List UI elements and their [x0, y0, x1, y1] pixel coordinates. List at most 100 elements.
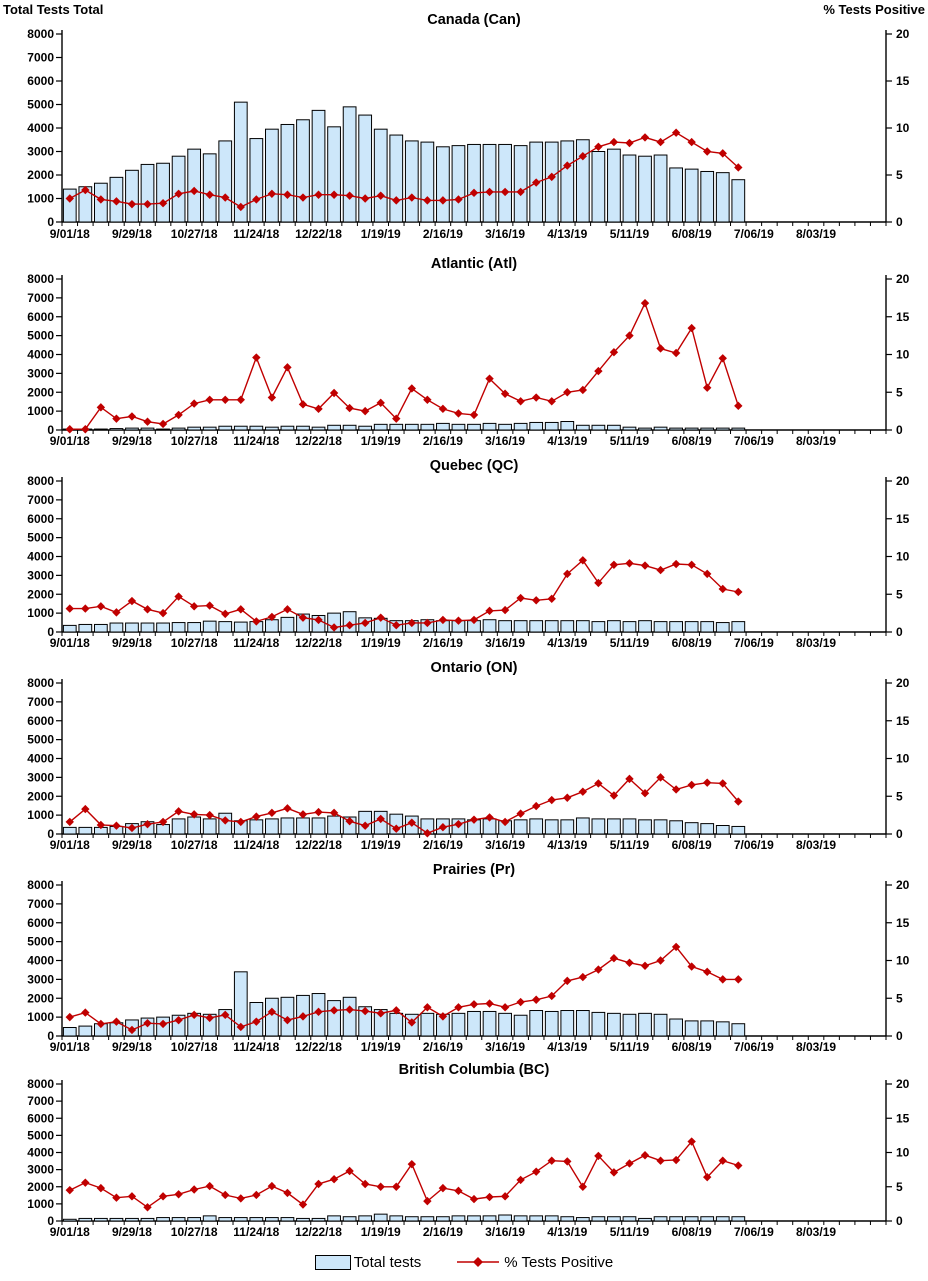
svg-text:1000: 1000 [27, 192, 54, 206]
bar [62, 188, 77, 223]
line-marker [96, 403, 106, 412]
svg-text:20: 20 [896, 1077, 910, 1091]
line-marker [454, 195, 463, 204]
bar [700, 170, 715, 223]
y-axis-left: 0 1000 2000 3000 4000 5000 6000 7000 8000 [27, 272, 62, 437]
bar [171, 427, 186, 431]
line-marker [671, 348, 681, 358]
bar [233, 971, 248, 1037]
legend-item-total-tests: Total tests [314, 1254, 421, 1271]
line-marker [81, 604, 90, 613]
line-marker [376, 191, 385, 200]
bars-series-total-tests [62, 971, 746, 1037]
bar [187, 1217, 202, 1222]
svg-text:5000: 5000 [27, 98, 54, 112]
line-marker [609, 137, 619, 147]
bar [731, 825, 746, 835]
svg-text:15: 15 [896, 1111, 910, 1125]
line-marker [734, 1161, 743, 1170]
svg-text:6000: 6000 [27, 916, 54, 930]
svg-text:8000: 8000 [27, 1077, 54, 1091]
bar [513, 1014, 528, 1037]
line-marker [407, 193, 417, 202]
bar [265, 818, 279, 835]
line-marker [609, 791, 619, 800]
svg-text:6000: 6000 [27, 74, 54, 88]
line-marker [189, 399, 199, 408]
line-marker [687, 323, 696, 333]
svg-text:12/22/18: 12/22/18 [295, 1225, 342, 1239]
bar [591, 1216, 606, 1222]
line-marker [734, 975, 743, 984]
line-marker [423, 618, 432, 628]
line-marker [625, 1159, 634, 1168]
bar [218, 425, 233, 431]
line-marker [609, 954, 619, 963]
svg-text:10: 10 [896, 550, 910, 564]
line-marker [205, 395, 214, 404]
svg-text:10/27/18: 10/27/18 [171, 1225, 218, 1239]
svg-text:7/06/19: 7/06/19 [734, 227, 774, 241]
bar [327, 126, 341, 223]
bar [249, 138, 264, 223]
bar [389, 1215, 404, 1222]
bar [78, 826, 93, 835]
line-marker [360, 406, 370, 416]
bar [93, 623, 108, 633]
line-marker [298, 810, 308, 819]
line-marker [703, 778, 712, 787]
bar [607, 818, 621, 835]
svg-text:8/03/19: 8/03/19 [796, 1040, 836, 1054]
line-marker [531, 995, 541, 1004]
bar [389, 134, 404, 223]
line-marker [283, 190, 292, 199]
line-marker [734, 163, 743, 172]
line-marker [563, 161, 572, 170]
bar [436, 1216, 450, 1222]
line-marker [174, 1190, 183, 1199]
bar [684, 621, 699, 633]
svg-text:8/03/19: 8/03/19 [796, 838, 836, 852]
bar [591, 818, 606, 835]
line-marker [656, 773, 665, 782]
line-marker [252, 195, 261, 204]
line-marker [345, 403, 354, 413]
bar [156, 428, 170, 431]
svg-text:5/11/19: 5/11/19 [610, 227, 650, 241]
svg-text:5/11/19: 5/11/19 [610, 838, 650, 852]
line-marker [687, 560, 696, 570]
bar [467, 1010, 481, 1037]
svg-text:3000: 3000 [27, 145, 54, 159]
line-marker [469, 1194, 479, 1204]
svg-text:20: 20 [896, 272, 910, 286]
bar [638, 427, 652, 431]
svg-text:2000: 2000 [27, 168, 54, 182]
line-marker [267, 808, 277, 818]
line-marker [143, 199, 152, 209]
bar [653, 1013, 668, 1037]
bar [513, 819, 528, 835]
line-marker [703, 967, 712, 977]
svg-text:4000: 4000 [27, 752, 54, 766]
line-marker [376, 398, 385, 408]
bar [591, 151, 606, 223]
svg-text:5000: 5000 [27, 1128, 54, 1142]
line-marker [469, 1000, 479, 1009]
bar [187, 622, 202, 633]
bar [93, 1217, 108, 1222]
line-marker [221, 395, 230, 404]
line-marker [423, 1003, 432, 1012]
svg-text:1/19/19: 1/19/19 [361, 434, 401, 448]
line-marker [127, 412, 137, 421]
svg-text:11/24/18: 11/24/18 [233, 434, 279, 448]
line-marker [516, 397, 525, 406]
bar [669, 820, 683, 835]
bar [684, 427, 699, 431]
bar [498, 620, 512, 633]
line-marker [329, 190, 339, 199]
svg-text:9/29/18: 9/29/18 [112, 1040, 152, 1054]
bar [653, 154, 668, 223]
bar [280, 123, 295, 223]
line-marker [360, 194, 370, 203]
bar [700, 1216, 715, 1222]
